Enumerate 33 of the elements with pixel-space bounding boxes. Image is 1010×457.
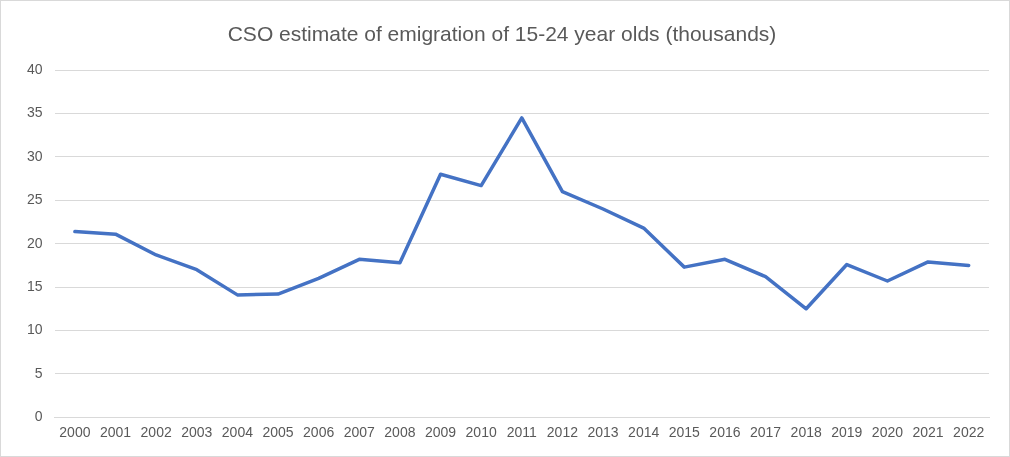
x-tick-label: 2005 <box>262 424 294 441</box>
x-tick-label: 2002 <box>140 424 172 441</box>
x-tick-label: 2012 <box>546 424 579 441</box>
y-tick-label: 15 <box>26 277 43 294</box>
x-tick-label: 2017 <box>749 424 782 441</box>
x-tick-label: 2006 <box>303 424 335 441</box>
x-tick-label: 2022 <box>953 424 985 441</box>
y-tick-label: 10 <box>26 321 43 338</box>
x-tick-label: 2021 <box>912 424 944 441</box>
y-tick-label: 20 <box>26 234 43 251</box>
x-tick-label: 2019 <box>831 424 863 441</box>
x-tick-label: 2007 <box>343 424 376 441</box>
x-tick-label: 2010 <box>465 424 497 441</box>
y-tick-label: 25 <box>26 191 43 208</box>
x-tick-label: 2003 <box>181 424 213 441</box>
x-tick-label: 2015 <box>668 424 701 441</box>
x-tick-label: 2020 <box>871 424 904 441</box>
y-tick-label: 5 <box>34 364 43 381</box>
y-tick-label: 35 <box>26 104 43 121</box>
chart-title: CSO estimate of emigration of 15-24 year olds (thousands) <box>227 22 777 46</box>
x-tick-label: 2013 <box>587 424 619 441</box>
x-tick-label: 2011 <box>506 424 538 441</box>
x-tick-label: 2008 <box>384 424 416 441</box>
y-tick-label: 30 <box>26 147 43 164</box>
x-tick-label: 2016 <box>709 424 741 441</box>
x-tick-label: 2004 <box>221 424 254 441</box>
x-tick-label: 2001 <box>99 424 132 441</box>
y-tick-label: 0 <box>34 408 43 425</box>
x-tick-label: 2014 <box>628 424 660 441</box>
x-tick-label: 2000 <box>59 424 91 441</box>
y-tick-label: 40 <box>26 61 43 78</box>
x-tick-label: 2018 <box>790 424 822 441</box>
x-tick-label: 2009 <box>424 424 457 441</box>
